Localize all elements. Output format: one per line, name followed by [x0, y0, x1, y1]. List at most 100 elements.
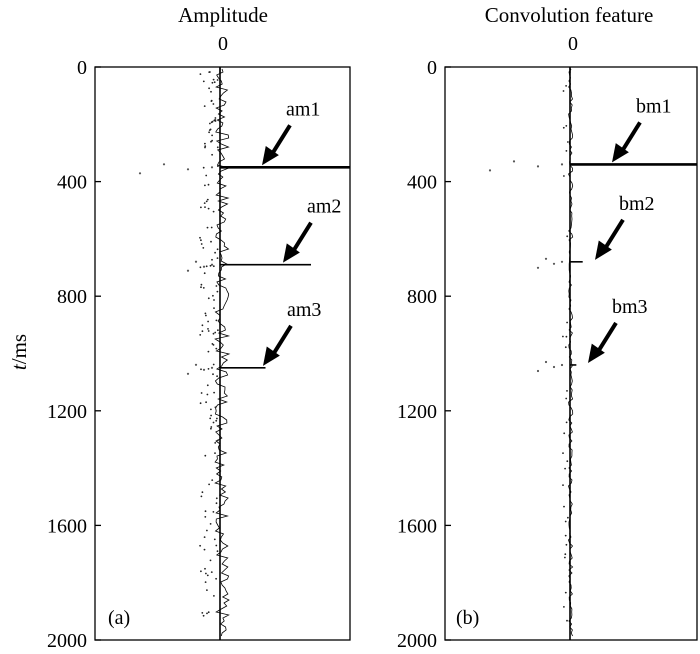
panel-a-trace-dot [204, 184, 206, 187]
panel-a-trace-dot [205, 265, 208, 268]
panel-b-trace-dot [562, 126, 565, 129]
panel-a-trace-dot [217, 439, 219, 442]
panel-a-trace-dot [216, 248, 219, 251]
panel-a-trace-dot [213, 81, 216, 84]
panel-b-x-tick-label-0: 0 [568, 33, 578, 55]
panel-a-trace-dot [202, 80, 205, 83]
panel-b-trace-dot [562, 90, 565, 92]
panel-a-trace-dot [207, 611, 210, 614]
panel-a-spike-1-dot [210, 166, 214, 169]
panel-a-trace-dot [210, 414, 213, 417]
panel-a-trace-dot [212, 294, 214, 297]
panel-a-trace-dot [203, 105, 206, 107]
annotation-label-bm3: bm3 [612, 296, 648, 318]
panel-b-trace-dot [565, 421, 568, 424]
panel-a-trace-dot [216, 257, 219, 259]
panel-a-trace-dot [207, 207, 210, 210]
annotation-arrowhead-bm3 [588, 343, 605, 363]
panel-a-trace-dot [208, 483, 211, 486]
panel-b-spike-1-dot [488, 169, 492, 172]
panel-a-trace-dot [201, 612, 204, 614]
panel-a-trace-dot [206, 198, 209, 201]
panel-a-trace-dot [200, 239, 202, 242]
panel-a-spike-1-dot [162, 163, 166, 166]
panel-a-annotations: am1 am2 am3 [262, 98, 341, 366]
panel-b-y-tick-label-5: 2000 [397, 630, 437, 652]
panel-a-x-tick-label-0: 0 [218, 33, 228, 55]
panel-a-trace-dot [213, 299, 215, 301]
panel-b-y-tick-label-2: 800 [407, 286, 437, 308]
panel-a-trace-dot [207, 368, 210, 370]
panel-a-trace-dot [212, 210, 215, 213]
panel-a-trace-dot [203, 536, 206, 538]
panel-a-trace-dot [199, 334, 202, 336]
panel-a-spike-2-dot [210, 263, 214, 266]
panel-a-trace-dot [204, 312, 207, 315]
panel-a-trace-dot [206, 393, 209, 396]
panel-a-trace-dot [203, 272, 206, 275]
panel-a-trace-dot [214, 452, 216, 454]
panel-a-trace-dot [214, 331, 217, 334]
panel-a-trace-dot [202, 166, 205, 169]
panel-a-spike-3-dot [186, 372, 190, 375]
panel-a-trace-dot [202, 247, 205, 249]
panel-a-trace-dot [214, 117, 217, 119]
panel-a-trace-dot [202, 614, 205, 617]
panel-a-trace-dot [206, 384, 209, 387]
panel-a-trace-dot [215, 497, 218, 500]
panel-a-trace-dot [215, 319, 218, 322]
panel-a-trace-dot [204, 454, 207, 457]
panel-a-trace-dot [214, 251, 217, 254]
panel-a-trace-dot [216, 79, 219, 81]
panel-b-trace-dot [562, 484, 564, 486]
panel-a-trace-dot [205, 200, 208, 203]
panel-a-trace-dot [211, 153, 214, 156]
panel-a-trace-dot [204, 142, 206, 145]
panel-a-trace-dot [209, 71, 211, 73]
panel-a-trace-dot [210, 240, 212, 243]
panel-a-trace-dot [215, 577, 218, 580]
panel-b-trace-dot [565, 150, 568, 152]
panel-b-y-tick-label-0: 0 [427, 57, 437, 79]
panel-a-trace-dot [213, 538, 216, 541]
panel-b-trace-dot [565, 335, 568, 338]
annotation-arrowhead-bm2 [595, 240, 612, 260]
panel-b-trace-dot [563, 505, 565, 508]
panel-b-spike-3-dot [560, 363, 564, 367]
panel-a-y-tick-label-4: 1600 [47, 515, 87, 537]
panel-a-trace-dot [208, 129, 211, 132]
panel-a-trace-dot [201, 324, 204, 327]
panel-a-trace-dot [212, 332, 215, 335]
panel-b-trace-dot [566, 460, 569, 463]
panel-a-trace-dot [211, 134, 214, 137]
panel-b-y-tick-label-4: 1600 [397, 515, 437, 537]
annotation-arrowhead-am3 [263, 346, 280, 366]
panel-b-trace-dot [565, 397, 568, 400]
panel-a-trace-dot [212, 265, 215, 268]
panel-b-spike-2-dot [560, 260, 564, 263]
panel-b-trace-dot [566, 321, 568, 324]
panel-a-trace-dot [216, 550, 219, 553]
panel-b-trace-dot [564, 556, 566, 559]
panel-a-trace-dot [199, 266, 202, 269]
panel-b-trace-dot [562, 452, 564, 454]
panel-b-trace-dot [564, 591, 567, 594]
panel-a-trace-dot [211, 81, 214, 84]
panel-a-trace-dot [211, 258, 213, 261]
panel-a-trace-dot [205, 174, 208, 177]
panel-a-trace-dot [203, 202, 206, 205]
panel-a-label: (a) [108, 607, 130, 629]
panel-b-title: Convolution feature [485, 3, 654, 27]
panel-b-trace-dot [566, 390, 568, 392]
panel-a-trace-dot [210, 121, 213, 124]
panel-a-trace-dot [210, 90, 212, 93]
panel-a-trace-dot [212, 421, 215, 424]
panel-b-trace-dot [564, 467, 566, 470]
panel-a-trace-dot [199, 73, 202, 75]
panel-a-trace-dot [211, 139, 214, 142]
panel-a-spike-3-dot [194, 363, 198, 366]
panel-a-trace-dot [210, 99, 213, 102]
panel-a-trace-dot [210, 427, 212, 430]
panel-b-trace-dot [566, 619, 568, 622]
panel-a-y-tick-label-3: 1200 [47, 401, 87, 423]
